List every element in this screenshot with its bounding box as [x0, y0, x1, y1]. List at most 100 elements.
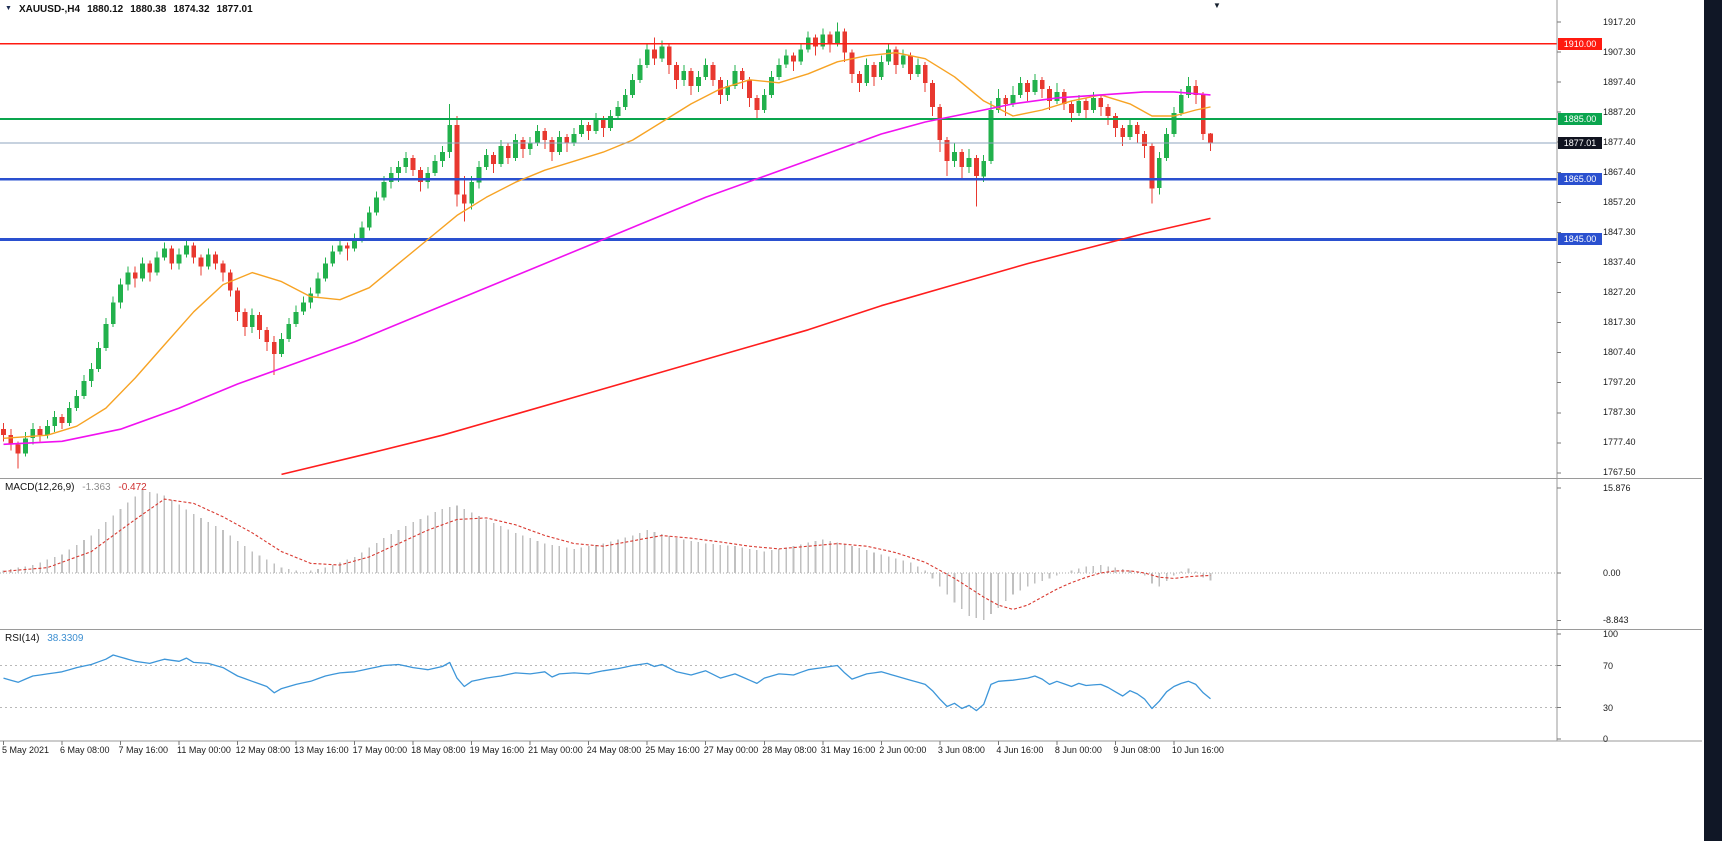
candle — [1200, 94, 1206, 135]
candle — [952, 152, 957, 162]
ma-fast-line — [3, 52, 1211, 439]
candle — [483, 155, 489, 168]
candle — [15, 444, 21, 454]
candle — [249, 314, 255, 327]
candle — [1, 429, 6, 436]
candle — [323, 263, 328, 279]
candle — [1047, 88, 1052, 101]
candle — [615, 106, 621, 116]
candle — [374, 197, 379, 213]
candle — [1208, 133, 1213, 144]
candle — [418, 170, 423, 183]
candle — [330, 251, 336, 264]
candle — [235, 290, 240, 312]
candle — [491, 155, 496, 165]
candle — [1003, 97, 1009, 104]
candle — [659, 46, 665, 59]
candle — [761, 94, 767, 110]
quote-low: 1874.32 — [173, 4, 210, 15]
chart-shift-marker-icon[interactable]: ▼ — [1213, 1, 1221, 10]
candle — [1039, 79, 1045, 89]
candle — [1105, 106, 1111, 116]
rsi-line — [3, 654, 1211, 712]
candle — [74, 396, 80, 409]
candle — [776, 64, 782, 77]
candle — [359, 227, 365, 240]
candle — [45, 426, 50, 436]
candle — [937, 106, 943, 140]
candle — [747, 79, 752, 98]
macd-indicator-label: MACD(12,26,9) -1.363 -0.472 — [5, 482, 152, 493]
candle — [403, 158, 409, 168]
chart-header: ▼ XAUUSD-,H4 1880.12 1880.38 1874.32 187… — [5, 4, 253, 15]
candle — [798, 49, 804, 62]
candle — [542, 131, 548, 140]
candle — [1083, 100, 1089, 110]
candle — [381, 182, 387, 198]
candle — [315, 278, 321, 294]
candle — [88, 369, 94, 381]
candle — [1193, 85, 1199, 95]
candle — [184, 245, 189, 255]
candle — [674, 64, 679, 80]
candle — [842, 31, 848, 53]
candle — [1164, 134, 1169, 159]
candle — [476, 167, 482, 183]
candle — [96, 347, 101, 369]
candle — [286, 323, 292, 339]
candle — [1113, 116, 1118, 128]
candle — [264, 329, 270, 342]
candle — [432, 161, 438, 174]
candle — [644, 49, 650, 65]
candle — [37, 429, 43, 436]
candle — [791, 55, 796, 62]
candle — [579, 125, 584, 134]
candle — [1032, 79, 1038, 92]
candle — [549, 140, 555, 153]
candle — [205, 254, 211, 267]
candle — [988, 110, 994, 162]
rsi-name: RSI(14) — [5, 633, 40, 644]
candle — [783, 55, 789, 65]
candle — [688, 70, 694, 86]
macd-signal-value: -0.472 — [118, 482, 147, 493]
candle — [769, 76, 774, 95]
candle — [666, 46, 672, 65]
macd-main-value: -1.363 — [82, 482, 111, 493]
candle — [1091, 97, 1096, 110]
ma-mid-line — [3, 91, 1211, 446]
candle — [162, 248, 167, 258]
candle — [8, 435, 14, 445]
candle — [1142, 134, 1147, 146]
candle — [703, 64, 709, 77]
candle — [191, 245, 197, 258]
candle — [710, 64, 716, 80]
candle — [1054, 91, 1060, 101]
candle — [257, 314, 262, 330]
candle — [513, 140, 518, 159]
candle — [1076, 100, 1082, 113]
candle — [1120, 128, 1126, 137]
rsi-value: 38.3309 — [47, 633, 84, 644]
candle — [527, 143, 533, 150]
candle — [630, 79, 635, 95]
candle — [344, 245, 350, 249]
candle — [608, 116, 613, 128]
candle — [930, 82, 935, 107]
candle — [813, 37, 818, 47]
candle — [652, 49, 657, 59]
macd-name: MACD(12,26,9) — [5, 482, 75, 493]
candle — [81, 381, 87, 397]
quote-open: 1880.12 — [87, 4, 124, 15]
candlesticks-layer — [1, 22, 1213, 469]
candle — [337, 245, 343, 252]
candle — [103, 323, 109, 348]
candle — [908, 55, 913, 74]
macd-panel — [0, 490, 1557, 621]
candle — [732, 70, 738, 86]
candle — [154, 257, 160, 273]
candle — [271, 341, 277, 354]
candle — [900, 55, 906, 65]
